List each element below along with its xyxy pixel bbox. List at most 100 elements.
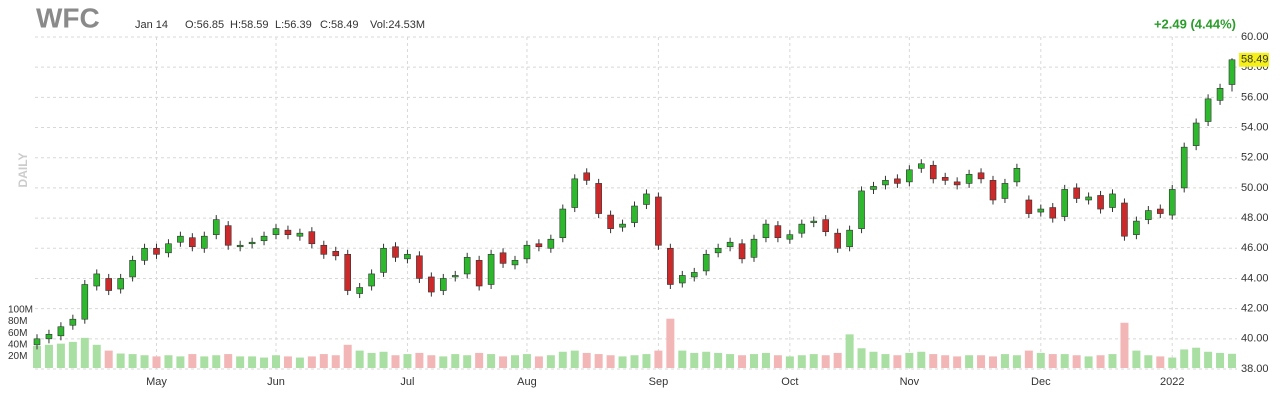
y-tick-label: 46.00 [1241,242,1269,254]
volume-bar [1024,350,1033,368]
volume-bar [33,345,41,368]
candle-body [296,232,304,237]
candle-body [822,219,830,232]
candle-body [1109,193,1116,208]
candle-body [977,172,985,180]
volume-bar [212,355,221,368]
volume-bar [1084,356,1093,368]
x-tick-label: Sep [649,376,669,388]
candle-body [750,238,758,258]
candle-body [141,247,148,261]
candle-body [941,177,949,181]
candle-body [57,326,65,337]
candle-body [236,244,244,248]
candle-body [643,193,650,205]
candle-body [535,243,543,248]
candle-body [1157,208,1164,214]
volume-bar [666,318,675,368]
volume-bar [68,341,77,368]
volume-bar [905,352,914,368]
candle-body [439,278,447,291]
volume-bar [176,356,185,368]
volume-bar [965,355,974,368]
volume-bar [989,356,997,368]
last-price: 58.49 [1241,54,1269,66]
candle-body [1204,98,1212,122]
volume-tick-label: 80M [8,316,27,327]
candle-body [619,223,626,228]
candle-body [463,257,471,275]
volume-bar [953,356,962,368]
candle-body [201,235,208,249]
period: DAILY [16,153,30,188]
candle-body [655,196,662,246]
volume-bar [379,351,388,368]
candle-body [105,278,112,291]
volume-bar [487,354,496,368]
candle-body [165,243,172,254]
candle-body [511,260,519,266]
y-tick-label: 44.00 [1241,272,1269,284]
candle-body [1192,122,1200,146]
y-tick-label: 56.00 [1241,91,1269,103]
volume-bar [463,355,472,368]
high-label: H:58.59 [230,19,269,31]
candle-body [965,174,973,184]
volume-bar [690,352,699,368]
volume-bar [116,353,125,368]
candle-body [308,231,316,245]
candle-body [834,232,841,249]
volume-bar [534,356,543,368]
volume-bar [140,355,149,368]
candle-body [714,247,722,254]
volume-bar [1144,355,1153,368]
y-tick-label: 50.00 [1241,182,1269,194]
volume-bar [499,356,508,368]
volume-bar [1156,356,1165,368]
candle-body [260,235,268,242]
candle-body [774,225,782,239]
volume-bar [475,352,484,368]
candle-body [1085,196,1092,201]
volume-bar [761,352,770,368]
candle-body [631,205,638,223]
y-tick-label: 52.00 [1241,152,1269,164]
x-tick-label: Aug [517,376,537,388]
volume-bar [92,344,101,368]
candle-body [738,243,746,260]
volume-bar [618,356,627,368]
candle-body [248,241,256,245]
candle-body [475,260,483,287]
candle-body [1168,189,1176,216]
candle-body [1228,59,1236,85]
candle-body [762,223,770,239]
candle-body [1097,195,1104,210]
low-label: L:56.39 [275,19,312,31]
x-tick-label: Nov [900,376,920,388]
volume-bar [511,355,519,368]
candle-body [1180,146,1188,189]
volume-bar [785,356,794,368]
volume-bar [1012,355,1021,368]
volume-bar [857,348,866,368]
candle-body [224,225,232,246]
candle-body [428,276,435,293]
candle-body [786,234,794,240]
candle-body [416,255,423,279]
candle-body [320,244,328,255]
candle-body [678,275,686,284]
candle-body [272,228,280,235]
volume-bar [427,355,436,368]
candle-body [1001,183,1009,199]
candle-body [1037,208,1045,213]
volume-bar [1132,350,1141,368]
volume-bar [714,352,723,368]
candle-body [392,246,399,258]
candle-body [356,287,363,294]
volume-bar [821,355,830,368]
candle-body [344,254,352,291]
volume-bar [1036,352,1045,368]
volume-bar [307,356,316,368]
volume-bar [570,350,579,368]
candle-body [1121,202,1128,237]
